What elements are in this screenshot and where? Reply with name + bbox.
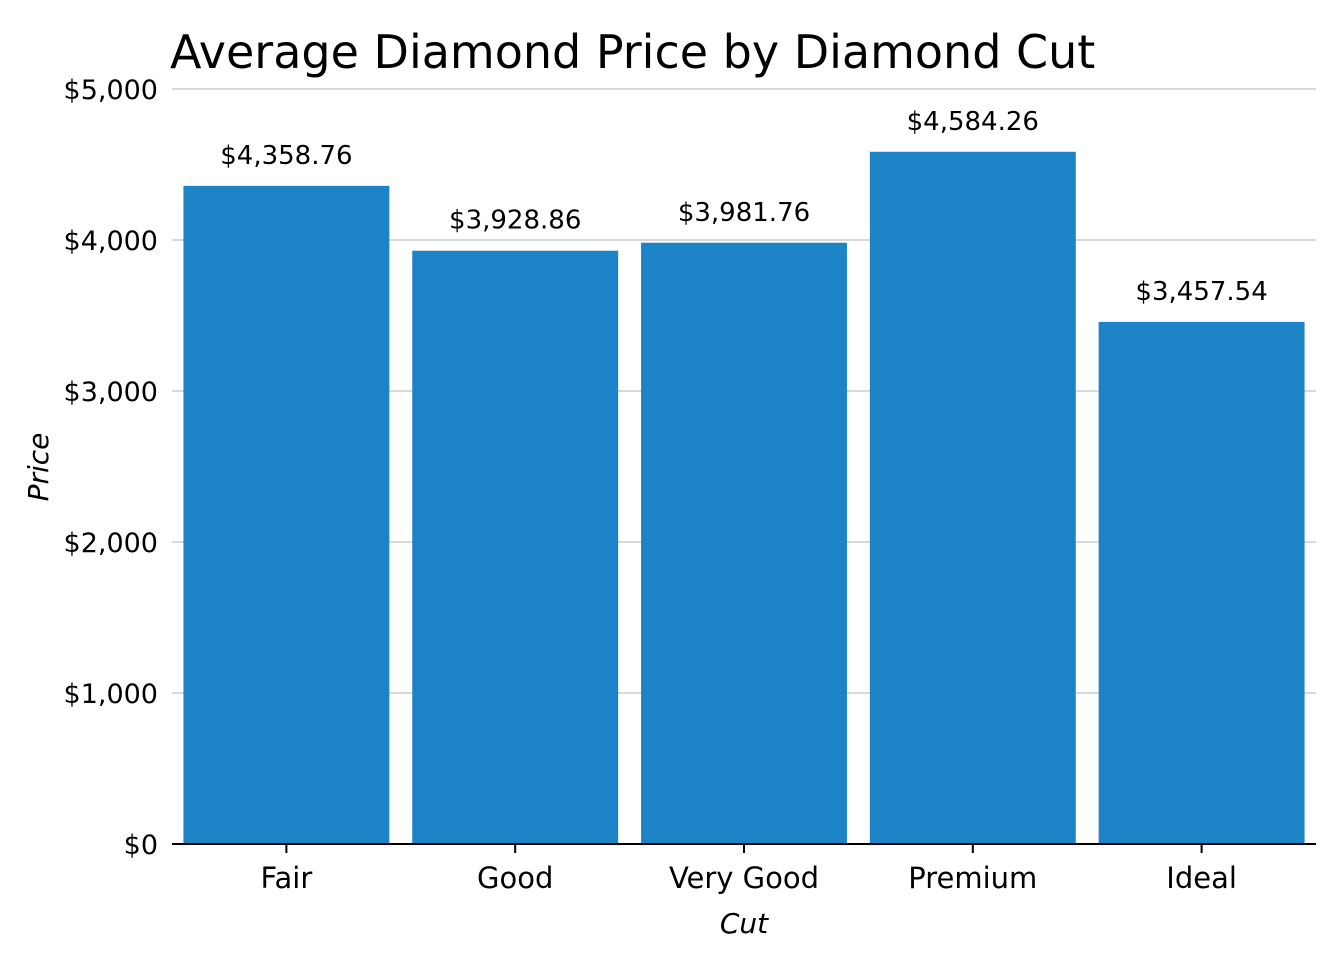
data-label: $4,584.26 [907, 107, 1039, 137]
y-tick-label: $1,000 [64, 679, 158, 710]
y-tick-label: $2,000 [64, 528, 158, 559]
y-tick-label: $5,000 [64, 75, 158, 106]
data-label: $4,358.76 [220, 141, 352, 171]
bar [641, 242, 847, 844]
chart-title: Average Diamond Price by Diamond Cut [170, 25, 1095, 79]
y-axis-title: Price [22, 433, 55, 502]
data-label: $3,457.54 [1135, 277, 1267, 307]
data-label: $3,981.76 [678, 198, 810, 228]
y-axis-ticks: $0 $1,000 $2,000 $3,000 $4,000 $5,000 [64, 75, 158, 861]
bar [1098, 321, 1305, 844]
x-tick-label: Premium [908, 861, 1037, 895]
x-tick-label: Ideal [1166, 861, 1237, 895]
x-axis-title: Cut [720, 907, 769, 940]
y-tick-label: $0 [124, 830, 158, 861]
bar [412, 250, 619, 845]
y-tick-label: $4,000 [64, 226, 158, 257]
x-tick-label: Fair [261, 861, 313, 895]
x-tick-label: Very Good [669, 861, 819, 895]
data-label: $3,928.86 [449, 206, 581, 236]
bar [869, 151, 1076, 844]
bars [183, 151, 1305, 845]
data-labels: $4,358.76 $3,928.86 $3,981.76 $4,584.26 $3,4… [220, 107, 1268, 307]
bar [183, 185, 390, 844]
x-tick-label: Good [477, 861, 553, 895]
x-axis-ticks: Fair Good Very Good Premium Ideal [261, 844, 1237, 895]
y-tick-label: $3,000 [64, 377, 158, 408]
